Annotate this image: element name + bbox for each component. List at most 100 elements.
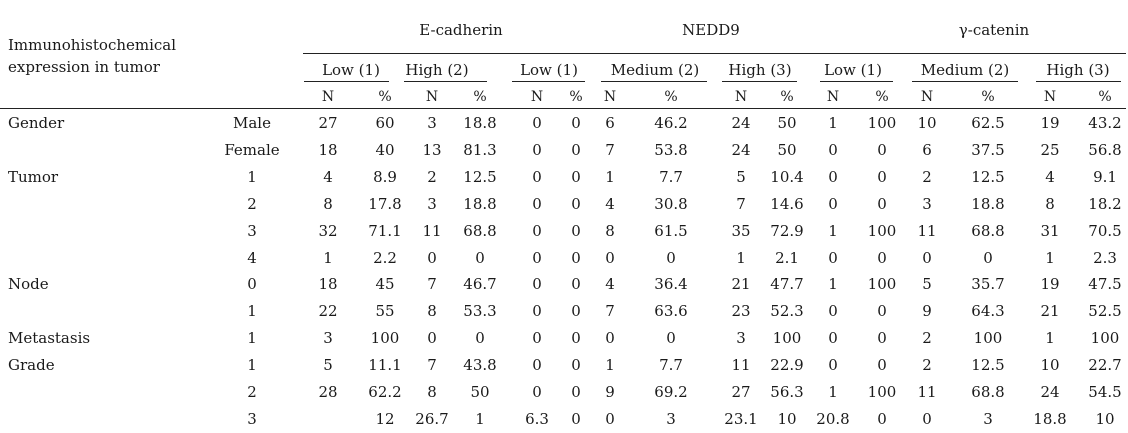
- table-cell: 36.4: [654, 275, 688, 293]
- table-cell: 50: [777, 114, 797, 132]
- table-cell: 10: [777, 410, 797, 428]
- table-cell: 12.5: [463, 168, 497, 186]
- table-cell: 9: [922, 302, 932, 320]
- table-cell: 0: [605, 329, 615, 347]
- table-cell: 28: [318, 383, 338, 401]
- table-cell: 0: [571, 356, 581, 374]
- table-cell: 47.7: [770, 275, 804, 293]
- stat-header-16: %: [1098, 89, 1112, 105]
- stat-header-5: N: [530, 89, 544, 105]
- table-cell: 11: [422, 222, 442, 240]
- table-cell: 8: [1045, 195, 1055, 213]
- table-cell: 1: [323, 249, 333, 267]
- row-category: Tumor: [8, 168, 59, 186]
- table-cell: 14.6: [770, 195, 804, 213]
- table-cell: 1: [828, 114, 838, 132]
- table-cell: 18.8: [1033, 410, 1067, 428]
- table-cell: 9.1: [1093, 168, 1117, 186]
- table-cell: 18: [318, 275, 338, 293]
- subgroup-header-2: High (2): [405, 61, 469, 79]
- table-cell: 70.5: [1088, 222, 1122, 240]
- table-cell: 8: [605, 222, 615, 240]
- table-cell: 8: [427, 383, 437, 401]
- table-cell: 72.9: [770, 222, 804, 240]
- table-cell: 12.5: [971, 356, 1005, 374]
- table-cell: 55: [375, 302, 395, 320]
- table-cell: 0: [571, 410, 581, 428]
- table-cell: 68.8: [463, 222, 497, 240]
- table-cell: 1: [736, 249, 746, 267]
- table-cell: 1: [828, 383, 838, 401]
- row-level: 2: [247, 383, 257, 401]
- table-cell: 10: [1095, 410, 1115, 428]
- stat-header-11: N: [826, 89, 840, 105]
- row-level: 3: [247, 410, 257, 428]
- table-cell: 64.3: [971, 302, 1005, 320]
- table-cell: 0: [605, 249, 615, 267]
- table-cell: 2.1: [775, 249, 799, 267]
- table-cell: 0: [877, 168, 887, 186]
- table-cell: 0: [877, 249, 887, 267]
- stat-header-6: %: [569, 89, 583, 105]
- table-cell: 100: [973, 329, 1003, 347]
- table-cell: 52.5: [1088, 302, 1122, 320]
- table-cell: 5: [323, 356, 333, 374]
- table-cell: 23: [731, 302, 751, 320]
- table-cell: 100: [772, 329, 802, 347]
- row-category: Metastasis: [8, 329, 91, 347]
- row-level: Male: [233, 114, 271, 132]
- stat-header-2: %: [378, 89, 392, 105]
- table-cell: 0: [877, 302, 887, 320]
- group-rule: [303, 53, 1126, 54]
- table-cell: 0: [877, 195, 887, 213]
- subgroup-rule: [601, 81, 707, 82]
- table-cell: 6.3: [525, 410, 549, 428]
- table-cell: 7: [736, 195, 746, 213]
- table-cell: 43.2: [1088, 114, 1122, 132]
- table-cell: 0: [532, 222, 542, 240]
- table-cell: 0: [877, 356, 887, 374]
- table-cell: 100: [1090, 329, 1120, 347]
- table-cell: 19: [1040, 275, 1060, 293]
- row-level: 1: [247, 168, 257, 186]
- table-cell: 23.1: [724, 410, 758, 428]
- table-cell: 0: [983, 249, 993, 267]
- table-cell: 18.8: [971, 195, 1005, 213]
- row-level: 1: [247, 302, 257, 320]
- table-cell: 0: [427, 329, 437, 347]
- table-cell: 4: [1045, 168, 1055, 186]
- table-cell: 0: [877, 141, 887, 159]
- table-cell: 0: [828, 302, 838, 320]
- table-cell: 11.1: [368, 356, 402, 374]
- row-level: Female: [224, 141, 280, 159]
- table-cell: 3: [666, 410, 676, 428]
- table-cell: 3: [427, 195, 437, 213]
- table-cell: 0: [532, 195, 542, 213]
- table-cell: 18.8: [463, 195, 497, 213]
- table-cell: 0: [532, 168, 542, 186]
- subgroup-rule: [912, 81, 1018, 82]
- row-level: 0: [247, 275, 257, 293]
- table-cell: 24: [731, 141, 751, 159]
- table-cell: 17.8: [368, 195, 402, 213]
- table-cell: 0: [877, 329, 887, 347]
- table-cell: 1: [828, 222, 838, 240]
- table-cell: 62.2: [368, 383, 402, 401]
- table-cell: 35: [731, 222, 751, 240]
- subgroup-rule: [722, 81, 797, 82]
- table-cell: 100: [867, 114, 897, 132]
- stat-header-4: %: [473, 89, 487, 105]
- table-cell: 22: [318, 302, 338, 320]
- table-cell: 2.2: [373, 249, 397, 267]
- table-cell: 0: [605, 410, 615, 428]
- stat-header-10: %: [780, 89, 794, 105]
- table-cell: 81.3: [463, 141, 497, 159]
- table-cell: 63.6: [654, 302, 688, 320]
- table-cell: 7.7: [659, 168, 683, 186]
- table-cell: 0: [532, 302, 542, 320]
- table-cell: 2: [922, 356, 932, 374]
- subgroup-header-8: High (3): [1046, 61, 1110, 79]
- table-cell: 1: [475, 410, 485, 428]
- stat-header-14: %: [981, 89, 995, 105]
